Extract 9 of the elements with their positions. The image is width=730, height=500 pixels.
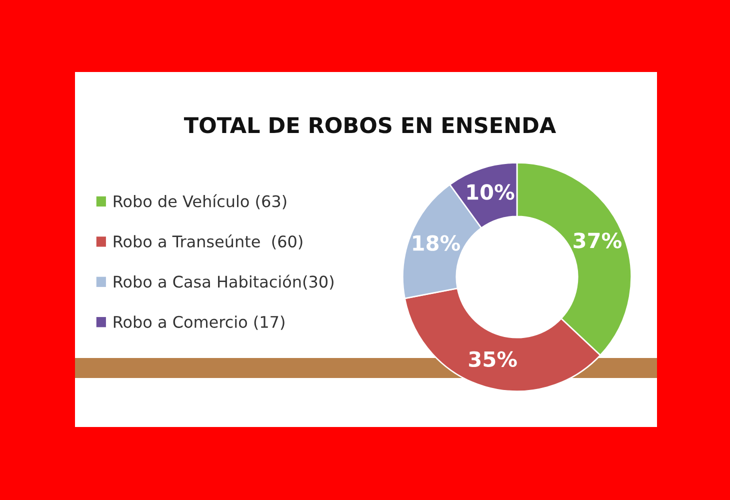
data-label: 18%	[413, 235, 460, 251]
legend-label: Robo a Transeúnte (60)	[114, 234, 302, 250]
legend-label: Robo a Casa Habitación(30)	[114, 274, 334, 290]
chart-title: TOTAL DE ROBOS EN ENSENDA	[184, 116, 556, 134]
data-label: 10%	[467, 184, 514, 200]
data-label: 35%	[469, 351, 517, 367]
legend-label: Robo a Comercio (17)	[114, 316, 284, 330]
legend-label: Robo de Vehículo (63)	[114, 194, 286, 210]
data-label: 37%	[574, 232, 622, 248]
